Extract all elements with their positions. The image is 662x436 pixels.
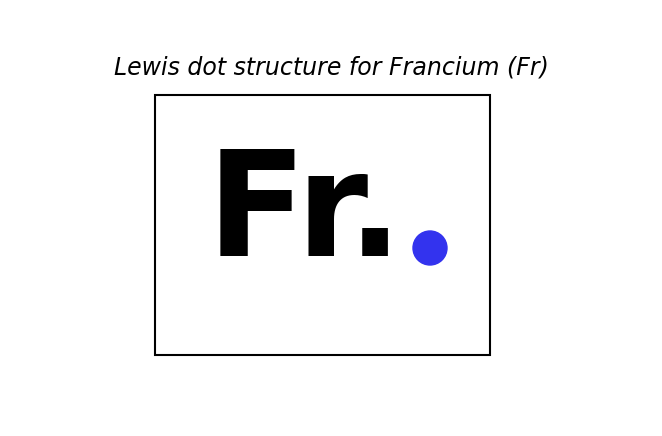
Circle shape <box>413 231 447 265</box>
Text: Fr.: Fr. <box>207 144 403 286</box>
Bar <box>155 95 490 355</box>
Text: Lewis dot structure for Francium (Fr): Lewis dot structure for Francium (Fr) <box>114 56 548 80</box>
